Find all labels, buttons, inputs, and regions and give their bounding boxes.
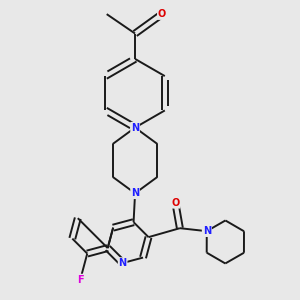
Text: O: O — [158, 9, 166, 19]
Text: O: O — [171, 198, 179, 208]
Text: N: N — [131, 188, 139, 198]
Text: N: N — [118, 258, 127, 268]
Text: F: F — [77, 274, 84, 284]
Text: N: N — [203, 226, 211, 236]
Text: N: N — [203, 226, 211, 236]
Text: N: N — [131, 123, 139, 133]
